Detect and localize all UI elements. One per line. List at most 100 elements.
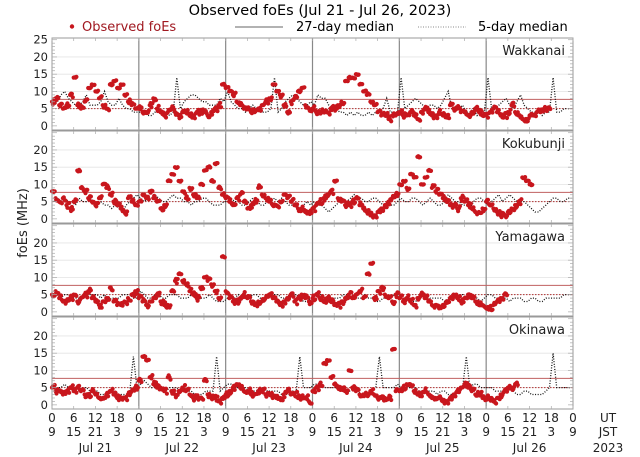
observed-point xyxy=(327,358,332,363)
x-tick-label-ut: 6 xyxy=(330,411,338,425)
x-tick-label-jst: 15 xyxy=(327,425,342,439)
observed-point xyxy=(56,291,61,296)
y-tick-label: 20 xyxy=(33,50,48,64)
x-tick-label-jst: 15 xyxy=(153,425,168,439)
observed-point xyxy=(215,109,220,114)
observed-point xyxy=(318,380,323,385)
observed-point xyxy=(313,209,318,214)
observed-point xyxy=(388,394,393,399)
observed-point xyxy=(67,103,72,108)
x-tick-label-jst: 21 xyxy=(88,425,103,439)
observed-point xyxy=(103,102,108,107)
observed-point xyxy=(494,401,499,406)
observed-point xyxy=(233,90,238,95)
x-tick-label-jst: 9 xyxy=(135,425,143,439)
observed-point xyxy=(490,307,495,312)
observed-point xyxy=(287,193,292,198)
y-tick-label: 0 xyxy=(41,398,48,412)
chart-title: Observed foEs (Jul 21 - Jul 26, 2023) xyxy=(189,3,452,19)
observed-point xyxy=(268,197,273,202)
observed-point xyxy=(504,115,510,121)
y-tick-label: 15 xyxy=(33,67,48,81)
observed-point xyxy=(437,107,443,112)
y-tick-label: 0 xyxy=(41,212,48,226)
observed-point xyxy=(371,260,376,265)
observed-point xyxy=(280,304,285,309)
observed-point xyxy=(425,174,430,179)
observed-point xyxy=(67,390,72,395)
observed-point xyxy=(291,196,296,202)
observed-point xyxy=(504,293,510,298)
observed-point xyxy=(110,288,115,293)
observed-point xyxy=(88,194,93,199)
observed-point xyxy=(407,186,412,191)
observed-point xyxy=(374,297,379,302)
observed-point xyxy=(418,118,423,123)
observed-point xyxy=(164,202,169,207)
observed-point xyxy=(99,305,104,310)
observed-point xyxy=(114,78,119,83)
observed-point xyxy=(174,281,179,286)
observed-point xyxy=(54,391,59,396)
x-tick-label-ut: 18 xyxy=(196,411,211,425)
observed-point xyxy=(125,398,130,403)
observed-point xyxy=(504,389,510,394)
observed-point xyxy=(385,110,390,116)
x-tick-label-ut: 6 xyxy=(417,411,425,425)
y-tick-label: 20 xyxy=(33,329,48,343)
x-tick-label-ut: 18 xyxy=(457,411,472,425)
observed-point xyxy=(117,201,122,206)
y-tick-label: 20 xyxy=(33,143,48,157)
observed-point xyxy=(381,285,387,291)
observed-point xyxy=(447,198,452,203)
observed-point xyxy=(378,291,383,296)
observed-point xyxy=(436,186,441,192)
x-tick-label-jst: 3 xyxy=(287,425,295,439)
observed-point xyxy=(313,390,318,395)
y-tick-label: 15 xyxy=(33,346,48,360)
x-tick-label-ut: 0 xyxy=(222,411,230,425)
observed-point xyxy=(286,386,292,391)
observed-point xyxy=(447,299,452,305)
observed-point xyxy=(327,112,332,117)
observed-point xyxy=(131,197,136,202)
x-tick-label-ut: 18 xyxy=(109,411,124,425)
y-tick-label: 25 xyxy=(33,33,48,47)
observed-point xyxy=(356,387,361,392)
observed-point xyxy=(387,202,392,207)
observed-point xyxy=(312,104,317,109)
legend-27day-label: 27-day median xyxy=(296,20,394,35)
observed-point xyxy=(143,299,148,304)
observed-point xyxy=(266,101,271,106)
observed-point xyxy=(446,112,451,117)
observed-point xyxy=(360,82,365,87)
observed-point xyxy=(483,206,488,212)
x-tick-label-ut: 12 xyxy=(435,411,450,425)
observed-point xyxy=(479,389,484,394)
observed-point xyxy=(305,393,311,398)
observed-point xyxy=(467,383,472,388)
observed-point xyxy=(295,202,300,207)
observed-point xyxy=(81,105,86,110)
observed-point xyxy=(316,388,321,393)
observed-point xyxy=(117,86,122,91)
observed-point xyxy=(349,368,354,374)
x-tick-label-ut: 0 xyxy=(48,411,56,425)
observed-point xyxy=(428,168,434,173)
observed-point xyxy=(454,202,459,207)
x-tick-label-jst: 9 xyxy=(396,425,404,439)
y-tick-label: 5 xyxy=(41,195,48,209)
day-label: Jul 24 xyxy=(338,441,373,455)
observed-point xyxy=(163,386,169,391)
observed-point xyxy=(485,197,491,202)
observed-point xyxy=(172,388,177,393)
observed-point xyxy=(153,296,159,301)
y-tick-label: 15 xyxy=(33,253,48,267)
observed-point xyxy=(356,196,361,201)
observed-point xyxy=(204,379,209,384)
observed-point xyxy=(414,112,419,117)
observed-point xyxy=(280,198,285,203)
x-tick-label-ut: 12 xyxy=(88,411,103,425)
observed-point xyxy=(179,178,184,183)
observed-point xyxy=(88,288,93,293)
